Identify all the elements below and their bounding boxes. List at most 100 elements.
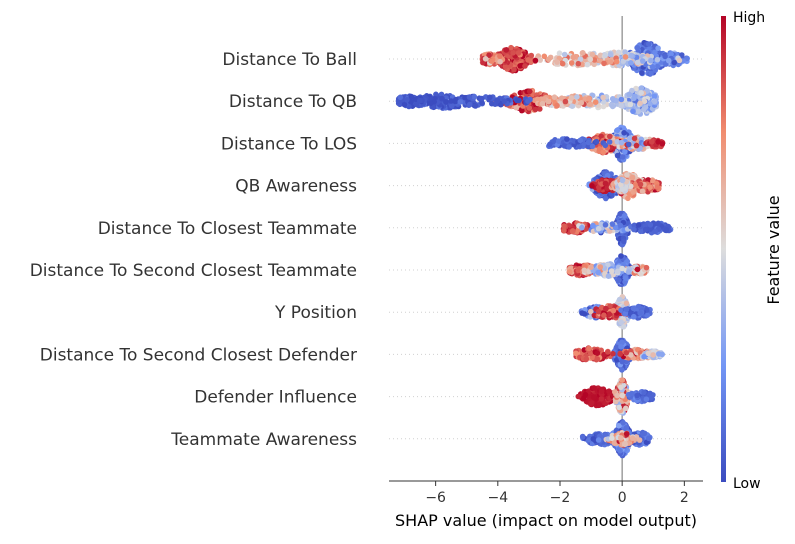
shap-point: [569, 103, 575, 109]
shap-point: [624, 350, 630, 356]
shap-point: [624, 172, 630, 178]
shap-point: [594, 139, 600, 145]
shap-point: [580, 50, 586, 56]
shap-point: [646, 41, 652, 47]
shap-point: [615, 153, 621, 159]
shap-point: [533, 58, 539, 64]
shap-point: [637, 310, 643, 316]
shap-point: [590, 144, 596, 150]
shap-point: [510, 50, 516, 56]
shap-point: [638, 182, 644, 188]
shap-point: [619, 367, 625, 373]
shap-point: [619, 140, 625, 146]
shap-point: [489, 58, 495, 64]
shap-point: [600, 95, 606, 101]
shap-point: [580, 434, 586, 440]
shap-point: [428, 101, 434, 107]
shap-point: [655, 221, 661, 227]
shap-point: [621, 130, 627, 136]
shap-point: [584, 356, 590, 362]
shap-point: [527, 105, 533, 111]
shap-point: [595, 356, 601, 362]
shap-point: [629, 391, 635, 397]
shap-point: [620, 359, 626, 365]
shap-point: [588, 101, 594, 107]
shap-point: [631, 96, 637, 102]
shap-point: [577, 144, 583, 150]
shap-point: [649, 139, 655, 145]
shap-point: [579, 310, 585, 316]
shap-point: [561, 223, 567, 229]
feature-points: [396, 85, 659, 117]
shap-point: [569, 95, 575, 101]
shap-point: [605, 349, 611, 355]
shap-point: [588, 264, 594, 270]
shap-point: [618, 385, 624, 391]
shap-point: [626, 269, 632, 275]
shap-point: [616, 278, 622, 284]
shap-point: [595, 270, 601, 276]
feature-points: [573, 338, 665, 373]
shap-point: [619, 393, 625, 399]
shap-point: [610, 351, 616, 357]
shap-point: [479, 96, 485, 102]
shap-point: [601, 61, 607, 67]
shap-point: [639, 70, 645, 76]
shap-point: [596, 437, 602, 443]
shap-point: [576, 61, 582, 67]
shap-point: [588, 57, 594, 63]
shap-point: [628, 53, 634, 59]
feature-points: [561, 211, 674, 248]
shap-point: [586, 346, 592, 352]
shap-point: [620, 377, 626, 383]
shap-point: [607, 139, 613, 145]
shap-point: [609, 268, 615, 274]
shap-point: [622, 213, 628, 219]
shap-point: [566, 144, 572, 150]
shap-point: [595, 350, 601, 356]
shap-point: [573, 351, 579, 357]
shap-point: [569, 60, 575, 66]
shap-point: [554, 103, 560, 109]
shap-point: [600, 150, 606, 156]
shap-point: [618, 320, 624, 326]
feature-points: [546, 125, 665, 163]
shap-point: [495, 98, 501, 104]
shap-point: [648, 222, 654, 228]
shap-point: [624, 307, 630, 313]
shap-point: [576, 394, 582, 400]
shap-point: [637, 101, 643, 107]
shap-point: [598, 264, 604, 270]
shap-point: [591, 385, 597, 391]
shap-point: [620, 154, 626, 160]
shap-point: [632, 136, 638, 142]
shap-point: [655, 45, 661, 51]
shap-point: [554, 59, 560, 65]
shap-point: [589, 183, 595, 189]
shap-point: [546, 99, 552, 105]
shap-point: [404, 97, 410, 103]
shap-point: [603, 306, 609, 312]
shap-point: [617, 448, 623, 454]
shap-point: [636, 222, 642, 228]
shap-point: [618, 223, 624, 229]
shap-point: [606, 273, 612, 279]
shap-point: [603, 196, 609, 202]
shap-point: [525, 98, 531, 104]
shap-point: [537, 57, 543, 63]
shap-point: [502, 98, 508, 104]
shap-point: [578, 138, 584, 144]
shap-point: [635, 60, 641, 66]
shap-point: [640, 58, 646, 64]
guide-lines: [389, 16, 703, 481]
feature-points: [586, 169, 662, 201]
shap-point: [652, 94, 658, 100]
shap-point: [618, 103, 624, 109]
shap-point: [563, 99, 569, 105]
shap-point: [606, 388, 612, 394]
shap-point: [417, 98, 423, 104]
shap-point: [556, 138, 562, 144]
shap-point: [650, 352, 656, 358]
shap-point: [621, 239, 627, 245]
